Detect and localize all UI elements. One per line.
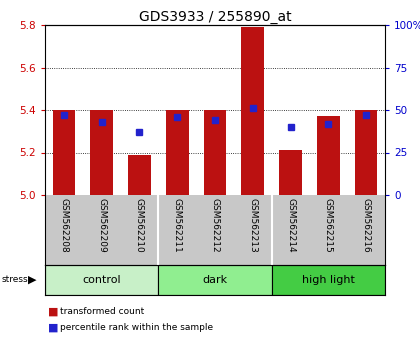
Text: ■: ■ <box>48 323 58 333</box>
Bar <box>317 116 340 195</box>
Text: transformed count: transformed count <box>60 308 144 316</box>
Text: ■: ■ <box>48 307 58 317</box>
Text: dark: dark <box>202 275 228 285</box>
Bar <box>355 110 378 195</box>
Bar <box>272 265 385 295</box>
Text: high light: high light <box>302 275 355 285</box>
Bar <box>166 110 189 195</box>
Text: GSM562214: GSM562214 <box>286 199 295 253</box>
Bar <box>52 110 75 195</box>
Text: GSM562208: GSM562208 <box>59 199 68 253</box>
Text: GSM562213: GSM562213 <box>248 199 257 253</box>
Text: percentile rank within the sample: percentile rank within the sample <box>60 324 213 332</box>
Bar <box>45 265 158 295</box>
Text: stress: stress <box>2 275 29 285</box>
Bar <box>204 110 226 195</box>
Text: GSM562211: GSM562211 <box>173 199 182 253</box>
Title: GDS3933 / 255890_at: GDS3933 / 255890_at <box>139 10 291 24</box>
Text: GSM562209: GSM562209 <box>97 199 106 253</box>
Text: ▶: ▶ <box>28 275 37 285</box>
Bar <box>241 27 264 195</box>
Bar <box>128 155 151 195</box>
Text: GSM562210: GSM562210 <box>135 199 144 253</box>
Text: GSM562216: GSM562216 <box>362 199 370 253</box>
Text: control: control <box>82 275 121 285</box>
Bar <box>158 265 272 295</box>
Text: GSM562212: GSM562212 <box>210 199 220 253</box>
Text: GSM562215: GSM562215 <box>324 199 333 253</box>
Bar <box>279 150 302 195</box>
Bar <box>90 110 113 195</box>
